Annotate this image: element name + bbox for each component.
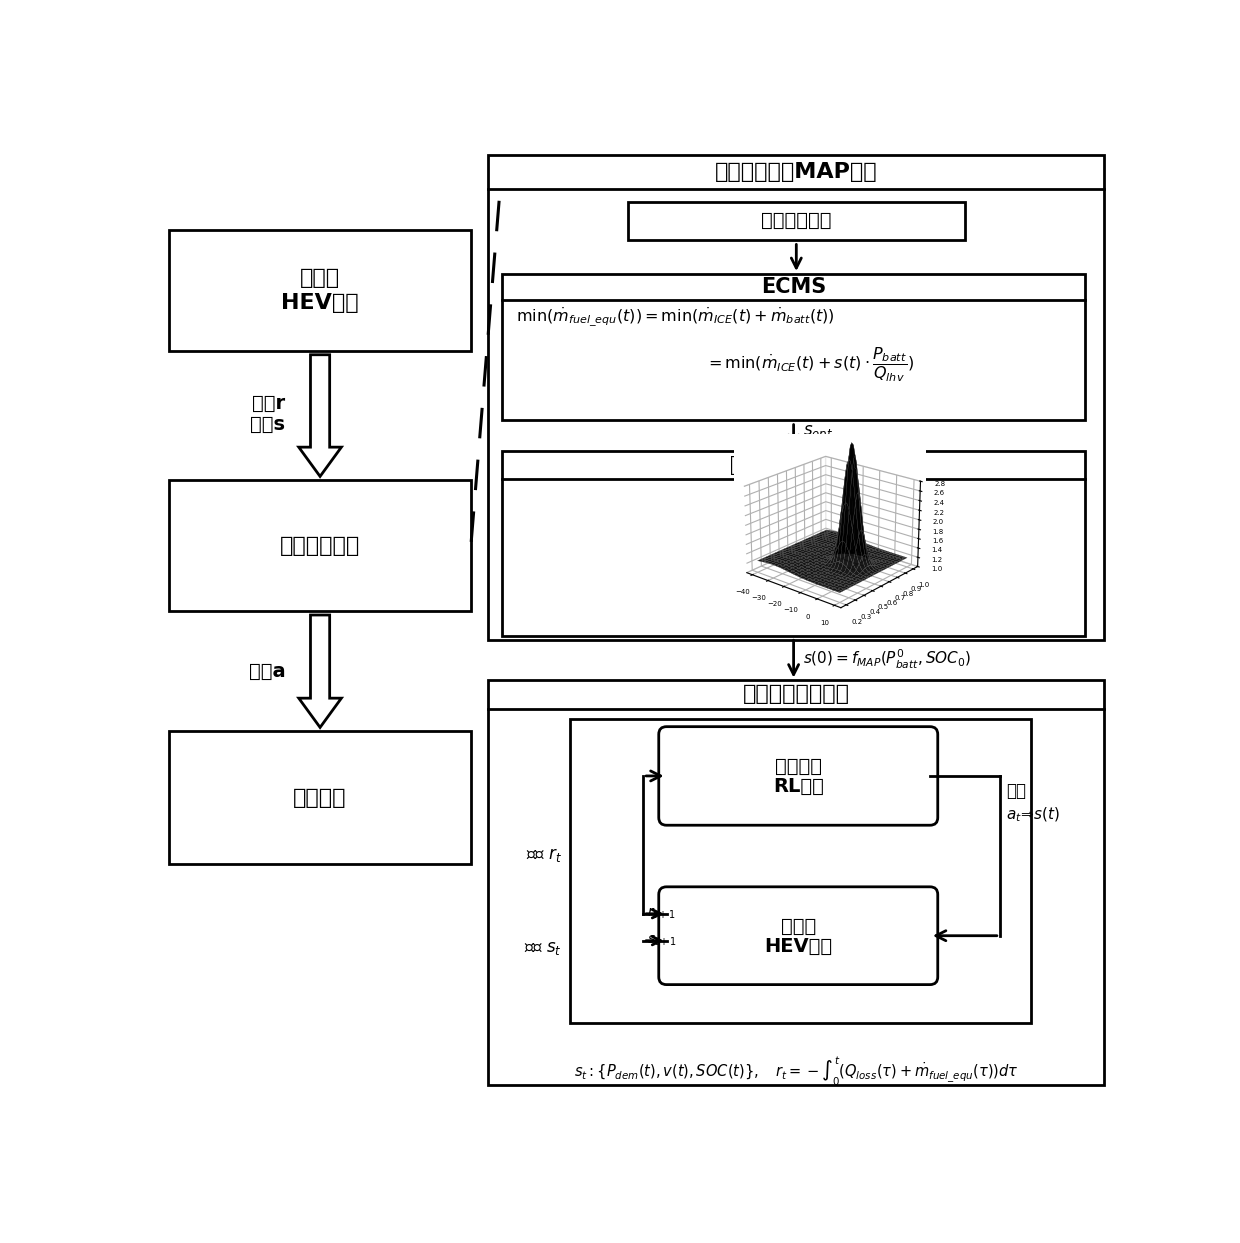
FancyBboxPatch shape bbox=[658, 727, 937, 825]
Text: HEV模型: HEV模型 bbox=[764, 937, 832, 956]
Text: ECMS: ECMS bbox=[761, 277, 826, 297]
FancyBboxPatch shape bbox=[658, 886, 937, 984]
Text: 能量管理策略: 能量管理策略 bbox=[280, 536, 360, 556]
Polygon shape bbox=[299, 354, 341, 476]
Bar bbox=[502, 451, 1085, 636]
Text: 等效系数在线更新: 等效系数在线更新 bbox=[743, 685, 849, 705]
Text: 环境：: 环境： bbox=[781, 917, 816, 936]
Text: 环境：: 环境： bbox=[300, 268, 340, 288]
Bar bbox=[169, 230, 471, 351]
Bar bbox=[169, 480, 471, 612]
Text: 智能体：: 智能体： bbox=[775, 757, 822, 776]
Text: 典型工况数据: 典型工况数据 bbox=[761, 211, 832, 230]
Bar bbox=[169, 731, 471, 864]
Text: HEV模型: HEV模型 bbox=[281, 293, 358, 313]
Bar bbox=[489, 155, 1105, 640]
Text: 回报r: 回报r bbox=[252, 394, 285, 413]
Bar bbox=[502, 273, 1085, 420]
Text: 最优等效系数MAP: 最优等效系数MAP bbox=[730, 455, 857, 475]
Text: $s_{opt}$: $s_{opt}$ bbox=[804, 424, 833, 444]
Text: $\min(\dot{m}_{fuel\_equ}(t)) = \min(\dot{m}_{ICE}(t)+\dot{m}_{batt}(t))$: $\min(\dot{m}_{fuel\_equ}(t)) = \min(\do… bbox=[516, 306, 835, 329]
Bar bbox=[627, 201, 965, 240]
Text: $= \min(\dot{m}_{ICE}(t)+s(t)\cdot\dfrac{P_{batt}}{Q_{lhv}})$: $= \min(\dot{m}_{ICE}(t)+s(t)\cdot\dfrac… bbox=[704, 346, 914, 384]
Text: 状态 $s_t$: 状态 $s_t$ bbox=[525, 938, 562, 957]
Text: 状态s: 状态s bbox=[250, 415, 285, 434]
Text: 动作a: 动作a bbox=[248, 661, 285, 681]
Bar bbox=[489, 680, 1105, 1085]
Text: $s_{t+1}$: $s_{t+1}$ bbox=[647, 933, 677, 948]
Text: 最优等效系数MAP获取: 最优等效系数MAP获取 bbox=[715, 163, 878, 183]
Text: $s_t:\{P_{dem}(t), v(t), SOC(t)\},\quad r_t = -\int_0^t(Q_{loss}(\tau)+\dot{m}_{: $s_t:\{P_{dem}(t), v(t), SOC(t)\},\quad … bbox=[574, 1054, 1019, 1088]
Bar bbox=[569, 718, 1030, 1023]
Text: 回报 $r_t$: 回报 $r_t$ bbox=[526, 846, 562, 864]
Polygon shape bbox=[299, 615, 341, 727]
Text: $s(0) = f_{MAP}(P^0_{batt}, SOC_0)$: $s(0) = f_{MAP}(P^0_{batt}, SOC_0)$ bbox=[804, 648, 971, 670]
Text: 动作: 动作 bbox=[1006, 782, 1025, 800]
Text: 功率分配: 功率分配 bbox=[294, 788, 347, 808]
Text: $r_{t+1}$: $r_{t+1}$ bbox=[647, 906, 676, 921]
Text: RL算法: RL算法 bbox=[773, 777, 823, 797]
Text: $a_t\!\Rightarrow\!s(t)$: $a_t\!\Rightarrow\!s(t)$ bbox=[1006, 805, 1060, 824]
